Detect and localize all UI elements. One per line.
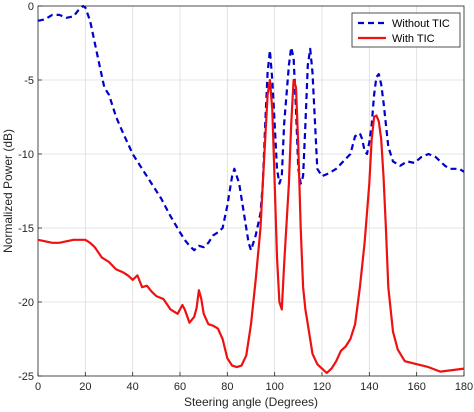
- x-tick-label: 140: [360, 381, 378, 393]
- x-tick-label: 0: [35, 381, 41, 393]
- plot-frame: [37, 5, 465, 377]
- x-tick-label: 120: [313, 381, 331, 393]
- x-tick-label: 20: [79, 381, 91, 393]
- x-tick-label: 80: [221, 381, 233, 393]
- series-line-without-tic: [37, 4, 465, 252]
- legend-label-with-tic: With TIC: [392, 33, 435, 45]
- legend-box: [351, 12, 461, 48]
- y-tick-label: -10: [18, 149, 34, 161]
- y-tick-label: -25: [18, 371, 34, 383]
- series-line-with-tic: [37, 78, 465, 375]
- tick-labels: 0 20 40 60 80 100 120 140 160 180 0 -5 -10 -15 -20 -25: [18, 1, 473, 393]
- y-tick-label: -15: [18, 223, 34, 235]
- x-tick-label: 40: [127, 381, 139, 393]
- y-tick-label: -20: [18, 297, 34, 309]
- x-tick-label: 60: [174, 381, 186, 393]
- x-axis-label: Steering angle (Degrees): [184, 395, 318, 409]
- y-tick-label: 0: [28, 1, 34, 13]
- x-tick-label: 160: [407, 381, 425, 393]
- legend-label-without-tic: Without TIC: [392, 18, 450, 30]
- x-tick-label: 180: [455, 381, 473, 393]
- legend: Without TIC With TIC: [351, 12, 461, 48]
- series-group: [37, 4, 465, 375]
- x-tick-label: 100: [265, 381, 283, 393]
- y-tick-label: -5: [24, 75, 34, 87]
- y-axis-label: Normalized Power (dB): [1, 129, 15, 253]
